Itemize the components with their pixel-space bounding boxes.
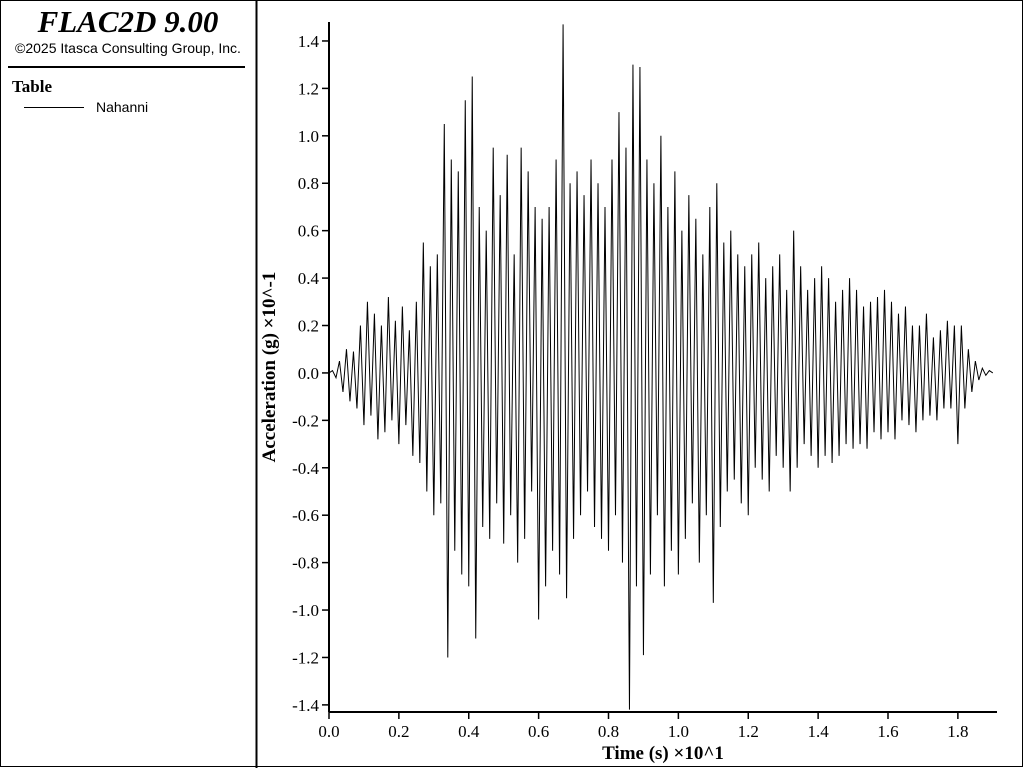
x-tick-label: 1.8 xyxy=(947,722,968,741)
x-tick-label: 1.2 xyxy=(738,722,759,741)
y-tick-label: -0.8 xyxy=(292,554,319,573)
data-line xyxy=(328,24,994,710)
chart-title: FLAC2D 9.00 xyxy=(37,4,219,39)
legend-label: Nahanni xyxy=(96,99,148,115)
y-tick-label: 0.6 xyxy=(298,222,319,241)
y-tick-label: -0.4 xyxy=(292,459,319,478)
x-tick-label: 1.0 xyxy=(668,722,689,741)
y-tick-label: 0.2 xyxy=(298,317,319,336)
y-tick-label: 1.2 xyxy=(298,79,319,98)
y-tick-label: -0.2 xyxy=(292,411,319,430)
y-tick-label: 0.0 xyxy=(298,364,319,383)
x-tick-label: 1.6 xyxy=(877,722,898,741)
y-tick-label: 0.4 xyxy=(298,269,320,288)
x-tick-label: 1.4 xyxy=(807,722,829,741)
x-tick-label: 0.2 xyxy=(388,722,409,741)
y-tick-label: -0.6 xyxy=(292,506,319,525)
x-tick-label: 0.6 xyxy=(528,722,549,741)
x-axis-title: Time (s) ×10^1 xyxy=(602,743,724,764)
y-tick-label: 1.4 xyxy=(298,32,320,51)
x-tick-label: 0.4 xyxy=(458,722,480,741)
y-tick-label: -1.0 xyxy=(292,601,319,620)
chart-subtitle: ©2025 Itasca Consulting Group, Inc. xyxy=(15,40,241,56)
x-tick-label: 0.8 xyxy=(598,722,619,741)
legend-title: Table xyxy=(12,77,52,96)
y-tick-label: -1.4 xyxy=(292,696,319,715)
y-axis-title: Acceleration (g) ×10^-1 xyxy=(259,272,280,463)
y-tick-label: 1.0 xyxy=(298,127,319,146)
y-tick-label: 0.8 xyxy=(298,174,319,193)
y-tick-label: -1.2 xyxy=(292,648,319,667)
x-tick-label: 0.0 xyxy=(318,722,339,741)
